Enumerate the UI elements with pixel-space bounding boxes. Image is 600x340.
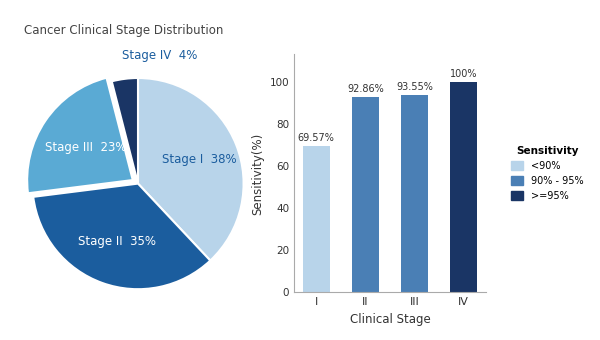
Y-axis label: Sensitivity(%): Sensitivity(%) <box>251 132 264 215</box>
Text: 69.57%: 69.57% <box>298 133 335 143</box>
Text: 92.86%: 92.86% <box>347 84 384 94</box>
Wedge shape <box>112 78 138 184</box>
Text: Stage III  23%: Stage III 23% <box>45 141 127 154</box>
Text: 93.55%: 93.55% <box>396 82 433 92</box>
Text: Cancer Clinical Stage Distribution: Cancer Clinical Stage Distribution <box>24 24 223 37</box>
Wedge shape <box>138 78 244 260</box>
Text: 100%: 100% <box>450 69 478 79</box>
Legend: <90%, 90% - 95%, >=95%: <90%, 90% - 95%, >=95% <box>506 141 588 206</box>
Wedge shape <box>33 184 210 289</box>
Text: Stage II  35%: Stage II 35% <box>78 235 156 248</box>
Text: Stage IV  4%: Stage IV 4% <box>122 49 197 62</box>
Bar <box>401 95 428 292</box>
Wedge shape <box>27 78 133 193</box>
X-axis label: Clinical Stage: Clinical Stage <box>350 313 430 326</box>
Bar <box>352 97 379 292</box>
Text: Stage I  38%: Stage I 38% <box>161 153 236 166</box>
Bar <box>303 146 330 292</box>
Bar <box>450 82 477 292</box>
